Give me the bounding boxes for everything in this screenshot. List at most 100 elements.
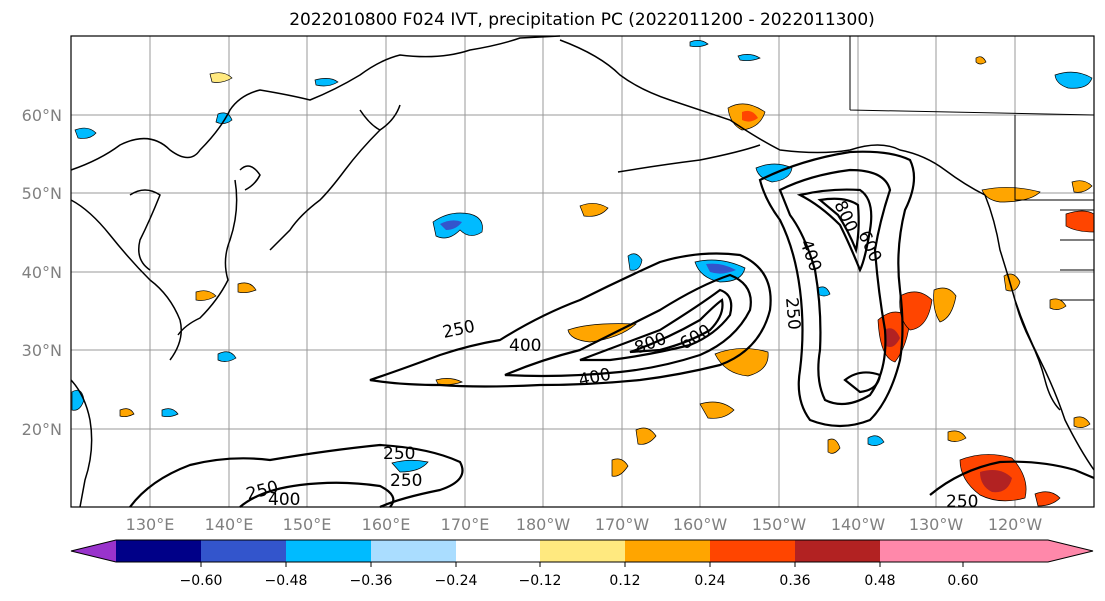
colorbar-ticks [200,562,964,567]
ivt-contour-800 [817,197,860,254]
precip-negative-patch [440,220,462,230]
colorbar-outline [70,539,1094,563]
colorbar-segment [880,540,963,562]
colorbar-segment [456,540,540,562]
precip-positive-patch [635,427,657,445]
ivt-contour-250 [929,460,1095,496]
precip-positive-patch [119,408,135,418]
precip-positive-patch [975,56,987,65]
map-frame [70,35,1095,508]
longitude-labels: 130°E 140°E 150°E 160°E 170°E 180°W 170°… [126,515,1043,534]
ivt-contour-250 [369,252,772,388]
ivt-contour-250 [758,150,916,428]
ivt-contour-600 [843,371,882,394]
colorbar-tick-label: −0.60 [180,573,223,589]
precip-positive-patch [195,290,217,301]
precip-negative-patch [737,54,761,62]
lon-label: 150°E [283,515,332,534]
precip-negative-patch [314,78,339,87]
colorbar-tick-label: −0.48 [265,573,308,589]
colorbar-tick-label: 0.12 [609,573,640,589]
precip-positive-patch [1073,416,1091,428]
colorbar-segment [540,540,625,562]
ivt-label: 250 [946,492,978,512]
lon-label: 180°W [516,515,571,534]
precip-positive-patch [714,348,769,377]
ivt-label: 250 [383,444,415,464]
lat-label: 40°N [22,263,62,282]
lat-label: 30°N [22,341,62,360]
colorbar-segment [116,540,201,562]
coastline-baja [1014,299,1061,411]
colorbar-tick-label: 0.60 [947,573,978,589]
colorbar-segment [286,540,371,562]
lat-label: 60°N [22,106,62,125]
coastline-japan [177,179,238,336]
coastline-aleutians [617,144,761,173]
ivt-label: 250 [781,297,804,331]
ivt-contour-400 [504,273,752,378]
precip-positive-patch [933,287,957,323]
precip-negative-patch [817,286,831,297]
ivt-contour-600 [579,288,733,362]
precip-pc-shading [71,40,1095,507]
colorbar-segment [371,540,456,562]
map-title: 2022010800 F024 IVT, precipitation PC (2… [289,10,875,30]
coastline-okhotsk [359,104,401,131]
precip-positive-patch [567,323,637,343]
coastline-korea [129,189,161,271]
ivt-label: 250 [390,471,422,491]
precip-negative-patch [706,263,736,274]
colorbar-tick-label: −0.12 [519,573,562,589]
coastline-kamchatka [269,129,381,251]
lon-label: 140°W [831,515,886,534]
precip-positive-patch [611,458,629,477]
colorbar-extend-max [963,540,1093,562]
lon-label: 130°W [909,515,964,534]
lon-label: 120°W [988,515,1043,534]
precip-positive-patch [980,470,1012,493]
precip-positive-patch [237,282,257,294]
lat-label: 20°N [22,420,62,439]
ivt-contour-400 [239,481,395,508]
coastlines [70,35,1095,508]
lon-label: 130°E [126,515,175,534]
colorbar-segment [710,540,795,562]
colorbar-extend-min [71,540,116,562]
coastline-hokkaido [239,165,261,191]
latitude-labels: 60°N 50°N 40°N 30°N 20°N [22,106,62,439]
lon-label: 160°W [673,515,728,534]
ivt-contour-600 [796,188,873,273]
lon-label: 140°E [205,515,254,534]
coastline-asia [70,35,561,171]
precip-negative-patch [215,112,233,124]
precip-positive-patch [209,72,233,83]
lon-label: 170°E [441,515,490,534]
precip-positive-patch [884,328,900,347]
colorbar-tick-label: −0.24 [435,573,478,589]
coastline-alaska [559,39,986,196]
map-area: 250 400 800 600 400 400 800 600 250 250 … [70,35,1095,512]
precip-positive-patch [1049,298,1067,310]
precip-positive-patch [742,110,758,122]
coastline-north-america [984,194,1095,471]
lon-label: 160°E [362,515,411,534]
precip-negative-patch [217,351,237,362]
precip-negative-patch [161,408,179,418]
precip-positive-patch [947,430,967,442]
precip-positive-patch [1034,491,1061,507]
ivt-contour-400 [778,168,892,406]
precip-negative-patch [74,127,97,139]
colorbar-segment [795,540,880,562]
precip-negative-patch [689,40,709,48]
colorbar-tick-label: −0.36 [350,573,393,589]
precip-positive-patch [579,203,609,217]
colorbar: −0.60 −0.48 −0.36 −0.24 −0.12 0.12 0.24 … [70,539,1094,589]
precip-positive-patch [1071,180,1093,193]
graticule [71,36,1094,507]
lon-label: 150°W [752,515,807,534]
ivt-contour-250 [129,443,464,509]
ivt-label: 400 [268,490,300,510]
colorbar-segment [201,540,286,562]
